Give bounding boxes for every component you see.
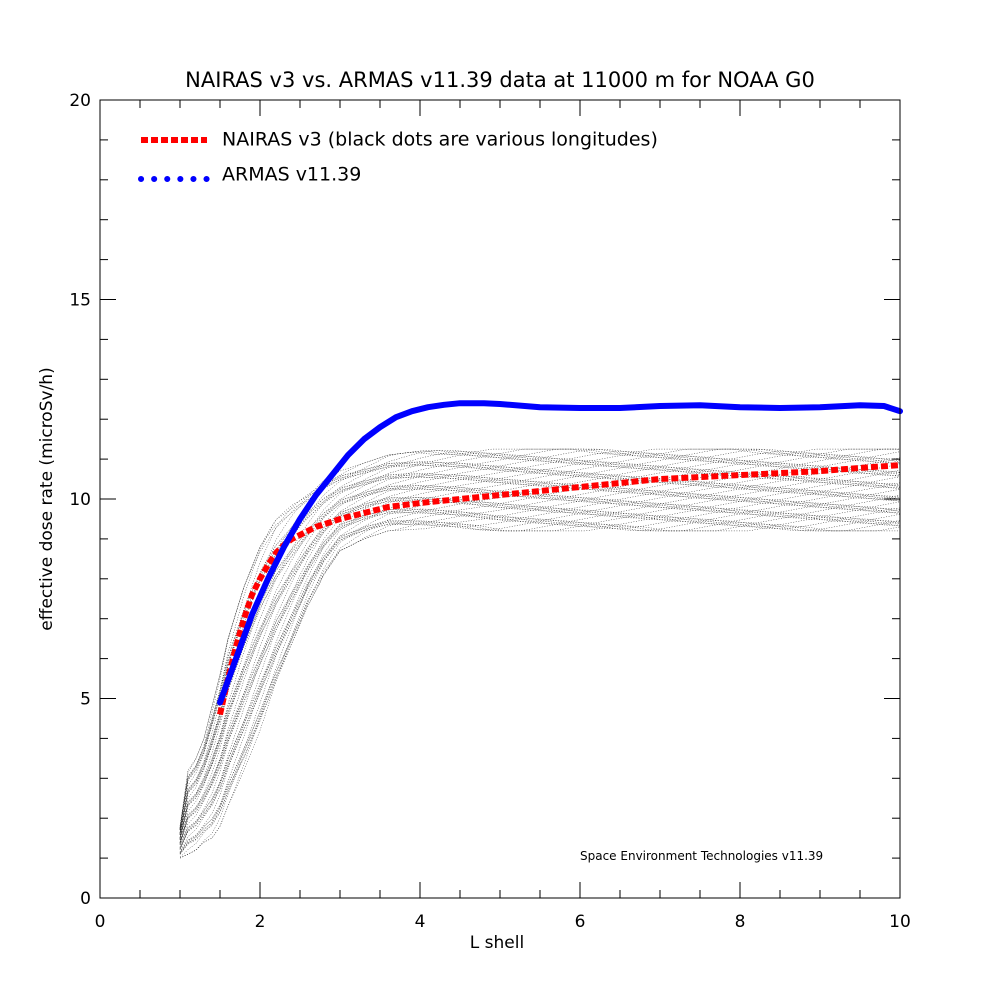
x-tick-label: 4: [415, 912, 426, 932]
series-line-nairas: [217, 462, 901, 716]
y-tick-label: 0: [80, 889, 91, 909]
longitude-dot-curve: [179, 486, 901, 845]
x-tick-label: 2: [255, 912, 266, 932]
longitude-dot-curve: [179, 520, 901, 859]
legend: NAIRAS v3 (black dots are various longit…: [138, 129, 658, 186]
longitude-dot-curve: [179, 502, 901, 848]
longitude-dot-curve: [179, 474, 901, 840]
longitude-dot-curve: [179, 518, 901, 855]
longitude-dot-curve: [179, 484, 901, 845]
chart-title: NAIRAS v3 vs. ARMAS v11.39 data at 11000…: [185, 68, 815, 92]
longitude-dot-curve: [179, 452, 901, 829]
longitude-dot-curve: [179, 465, 901, 834]
credit-annotation: Space Environment Technologies v11.39: [580, 849, 823, 863]
y-axis-label: effective dose rate (microSv/h): [37, 367, 57, 630]
x-tick-label: 10: [889, 912, 911, 932]
x-tick-label: 8: [735, 912, 746, 932]
longitude-dot-curve: [179, 449, 901, 830]
longitude-dot-curve: [179, 495, 901, 848]
x-tick-label: 0: [95, 912, 106, 932]
y-tick-label: 15: [69, 291, 91, 311]
longitude-dot-curve: [179, 448, 901, 827]
series-layer: [217, 400, 903, 716]
longitude-dot-curve: [179, 498, 901, 850]
longitude-dot-curve: [179, 511, 901, 854]
longitude-dot-curve: [179, 510, 901, 855]
longitude-dot-curve: [179, 448, 900, 828]
longitude-dot-curve: [179, 477, 901, 838]
y-tick-label: 5: [80, 690, 91, 710]
y-tick-label: 20: [69, 91, 91, 111]
longitude-dot-curve: [179, 448, 900, 830]
longitude-dot-curve: [179, 520, 901, 858]
legend-label-armas: ARMAS v11.39: [222, 164, 361, 186]
longitude-dot-curve: [179, 493, 901, 845]
longitude-dot-curve: [179, 467, 901, 834]
longitude-dot-curve: [179, 506, 901, 850]
longitude-dot-curve: [179, 507, 901, 853]
x-tick-label: 6: [575, 912, 586, 932]
longitude-dot-curve: [179, 491, 901, 844]
longitude-dot-curve: [179, 479, 901, 839]
ticks-layer: 0 2 4 6 8 10 0 5 10 15 20: [69, 91, 910, 932]
x-axis-label: L shell: [470, 933, 524, 953]
longitude-dot-curve: [179, 522, 901, 859]
longitude-dot-curve: [179, 470, 901, 838]
y-tick-label: 10: [69, 490, 91, 510]
longitude-dot-curve: [179, 468, 901, 836]
series-line-armas: [217, 400, 903, 706]
legend-label-nairas: NAIRAS v3 (black dots are various longit…: [222, 129, 658, 151]
